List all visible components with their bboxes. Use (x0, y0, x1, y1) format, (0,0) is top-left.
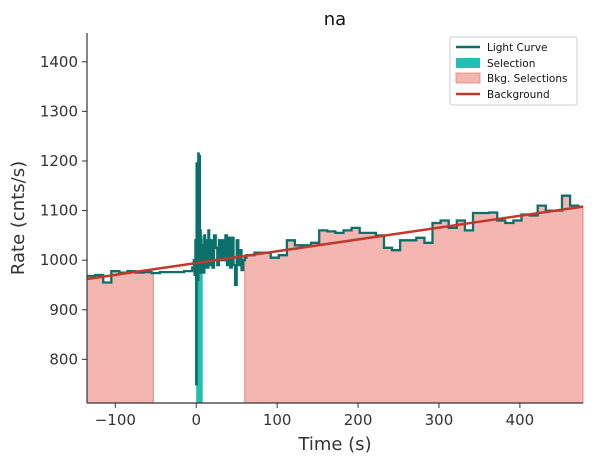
x-tick-label: 100 (263, 411, 292, 429)
y-tick-label: 900 (49, 301, 78, 319)
legend-selection-swatch (456, 58, 480, 68)
y-axis-label: Rate (cnts/s) (8, 161, 29, 275)
legend-background-label: Background (487, 89, 550, 101)
y-tick-label: 1000 (40, 251, 78, 269)
x-axis-label: Time (s) (297, 434, 371, 455)
legend-box (449, 36, 578, 106)
bkg-selection-region-0 (86, 270, 154, 404)
y-tick-label: 800 (49, 350, 78, 368)
bkg-selection-region-1 (244, 195, 584, 404)
legend-light-curve-label: Light Curve (487, 42, 548, 54)
axis-ticks: −100 0 100 200 300 400 800 900 1000 1100 1200 1300 1… (40, 53, 534, 429)
y-tick-label: 1100 (40, 202, 78, 220)
x-tick-label: 300 (425, 411, 454, 429)
legend: Light Curve Selection Bkg. Selections Ba… (449, 36, 578, 106)
y-tick-label: 1200 (40, 152, 78, 170)
plot-area (86, 152, 584, 404)
x-tick-label: −100 (95, 411, 136, 429)
legend-bkg-selections-swatch (455, 72, 481, 84)
light-curve-line (87, 152, 583, 386)
chart-title: na (324, 9, 346, 30)
background-line (86, 205, 584, 281)
x-tick-label: 400 (506, 411, 535, 429)
y-tick-label: 1300 (40, 102, 78, 120)
legend-selection-label: Selection (487, 58, 535, 70)
x-tick-label: 200 (344, 411, 373, 429)
legend-bkg-selections-label: Bkg. Selections (487, 73, 567, 85)
selection-region (196, 235, 203, 403)
y-tick-label: 1400 (40, 53, 78, 71)
x-tick-label: 0 (191, 411, 201, 429)
